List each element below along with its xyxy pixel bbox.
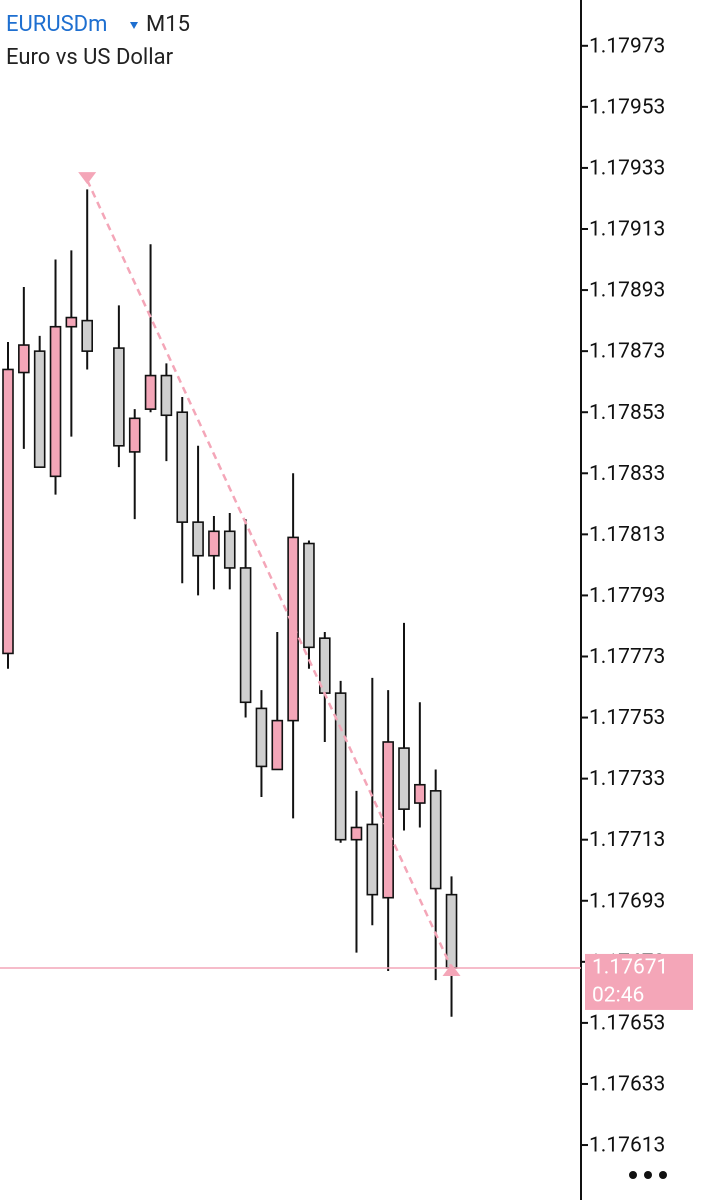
y-tick-label: 1.17893: [589, 279, 665, 303]
y-tick-label: 1.17873: [589, 340, 665, 364]
candle-body: [271, 719, 284, 771]
y-tick-label: 1.17753: [589, 706, 665, 730]
candle-body: [128, 417, 141, 453]
y-tick-label: 1.17633: [589, 1073, 665, 1097]
candle-body: [81, 319, 93, 352]
candle-body: [414, 783, 426, 804]
current-price-box: [585, 953, 693, 1010]
candle-body: [208, 530, 220, 557]
symbol[interactable]: EURUSDm: [6, 12, 107, 37]
candle-body: [366, 823, 379, 896]
candle-body: [49, 325, 62, 478]
menu-dot: [644, 1171, 652, 1179]
more-menu[interactable]: [629, 1171, 667, 1179]
y-tick-label: 1.17693: [589, 889, 665, 913]
candle-body: [160, 374, 173, 417]
y-tick-label: 1.17853: [589, 401, 665, 425]
symbol-description: Euro vs US Dollar: [6, 45, 174, 70]
y-tick-label: 1.17833: [589, 462, 665, 486]
candle-body: [2, 368, 14, 655]
current-price-label: 1.17671: [592, 955, 668, 979]
candle-body: [192, 521, 204, 557]
menu-dot: [659, 1171, 667, 1179]
menu-dot: [629, 1171, 637, 1179]
candle-body: [303, 542, 315, 649]
trendline-end-arrow: [442, 963, 461, 976]
y-tick-label: 1.17813: [589, 523, 665, 547]
y-tick-label: 1.17773: [589, 645, 665, 669]
y-tick-label: 1.17793: [589, 584, 665, 608]
candle-body: [223, 530, 236, 569]
candle-body: [382, 741, 394, 899]
y-tick-label: 1.17613: [589, 1134, 665, 1158]
y-tick-label: 1.17713: [589, 828, 665, 852]
trendline: [86, 179, 453, 969]
candle-body: [65, 316, 78, 328]
candle-body: [350, 826, 363, 841]
timeframe[interactable]: M15: [146, 12, 190, 37]
y-tick-label: 1.17933: [589, 156, 665, 180]
candle-body: [398, 747, 410, 810]
candle-body: [334, 692, 347, 841]
symbol-dropdown-icon[interactable]: [130, 22, 138, 29]
y-tick-label: 1.17953: [589, 95, 665, 119]
candle-body: [287, 536, 299, 722]
candle-body: [113, 347, 125, 447]
candle-body: [239, 567, 252, 704]
y-tick-label: 1.17653: [589, 1011, 665, 1035]
candle-body: [18, 344, 30, 374]
countdown-label: 02:46: [592, 983, 644, 1007]
candle-body: [429, 790, 442, 890]
trendline-start-arrow: [78, 172, 97, 185]
y-tick-label: 1.17973: [589, 34, 665, 58]
candle-body: [255, 707, 268, 768]
y-tick-label: 1.17913: [589, 218, 665, 242]
candle-body: [176, 411, 189, 523]
candle-body: [33, 350, 46, 468]
candle-body: [445, 893, 458, 969]
y-tick-label: 1.17733: [589, 767, 665, 791]
candle-body: [144, 374, 157, 410]
